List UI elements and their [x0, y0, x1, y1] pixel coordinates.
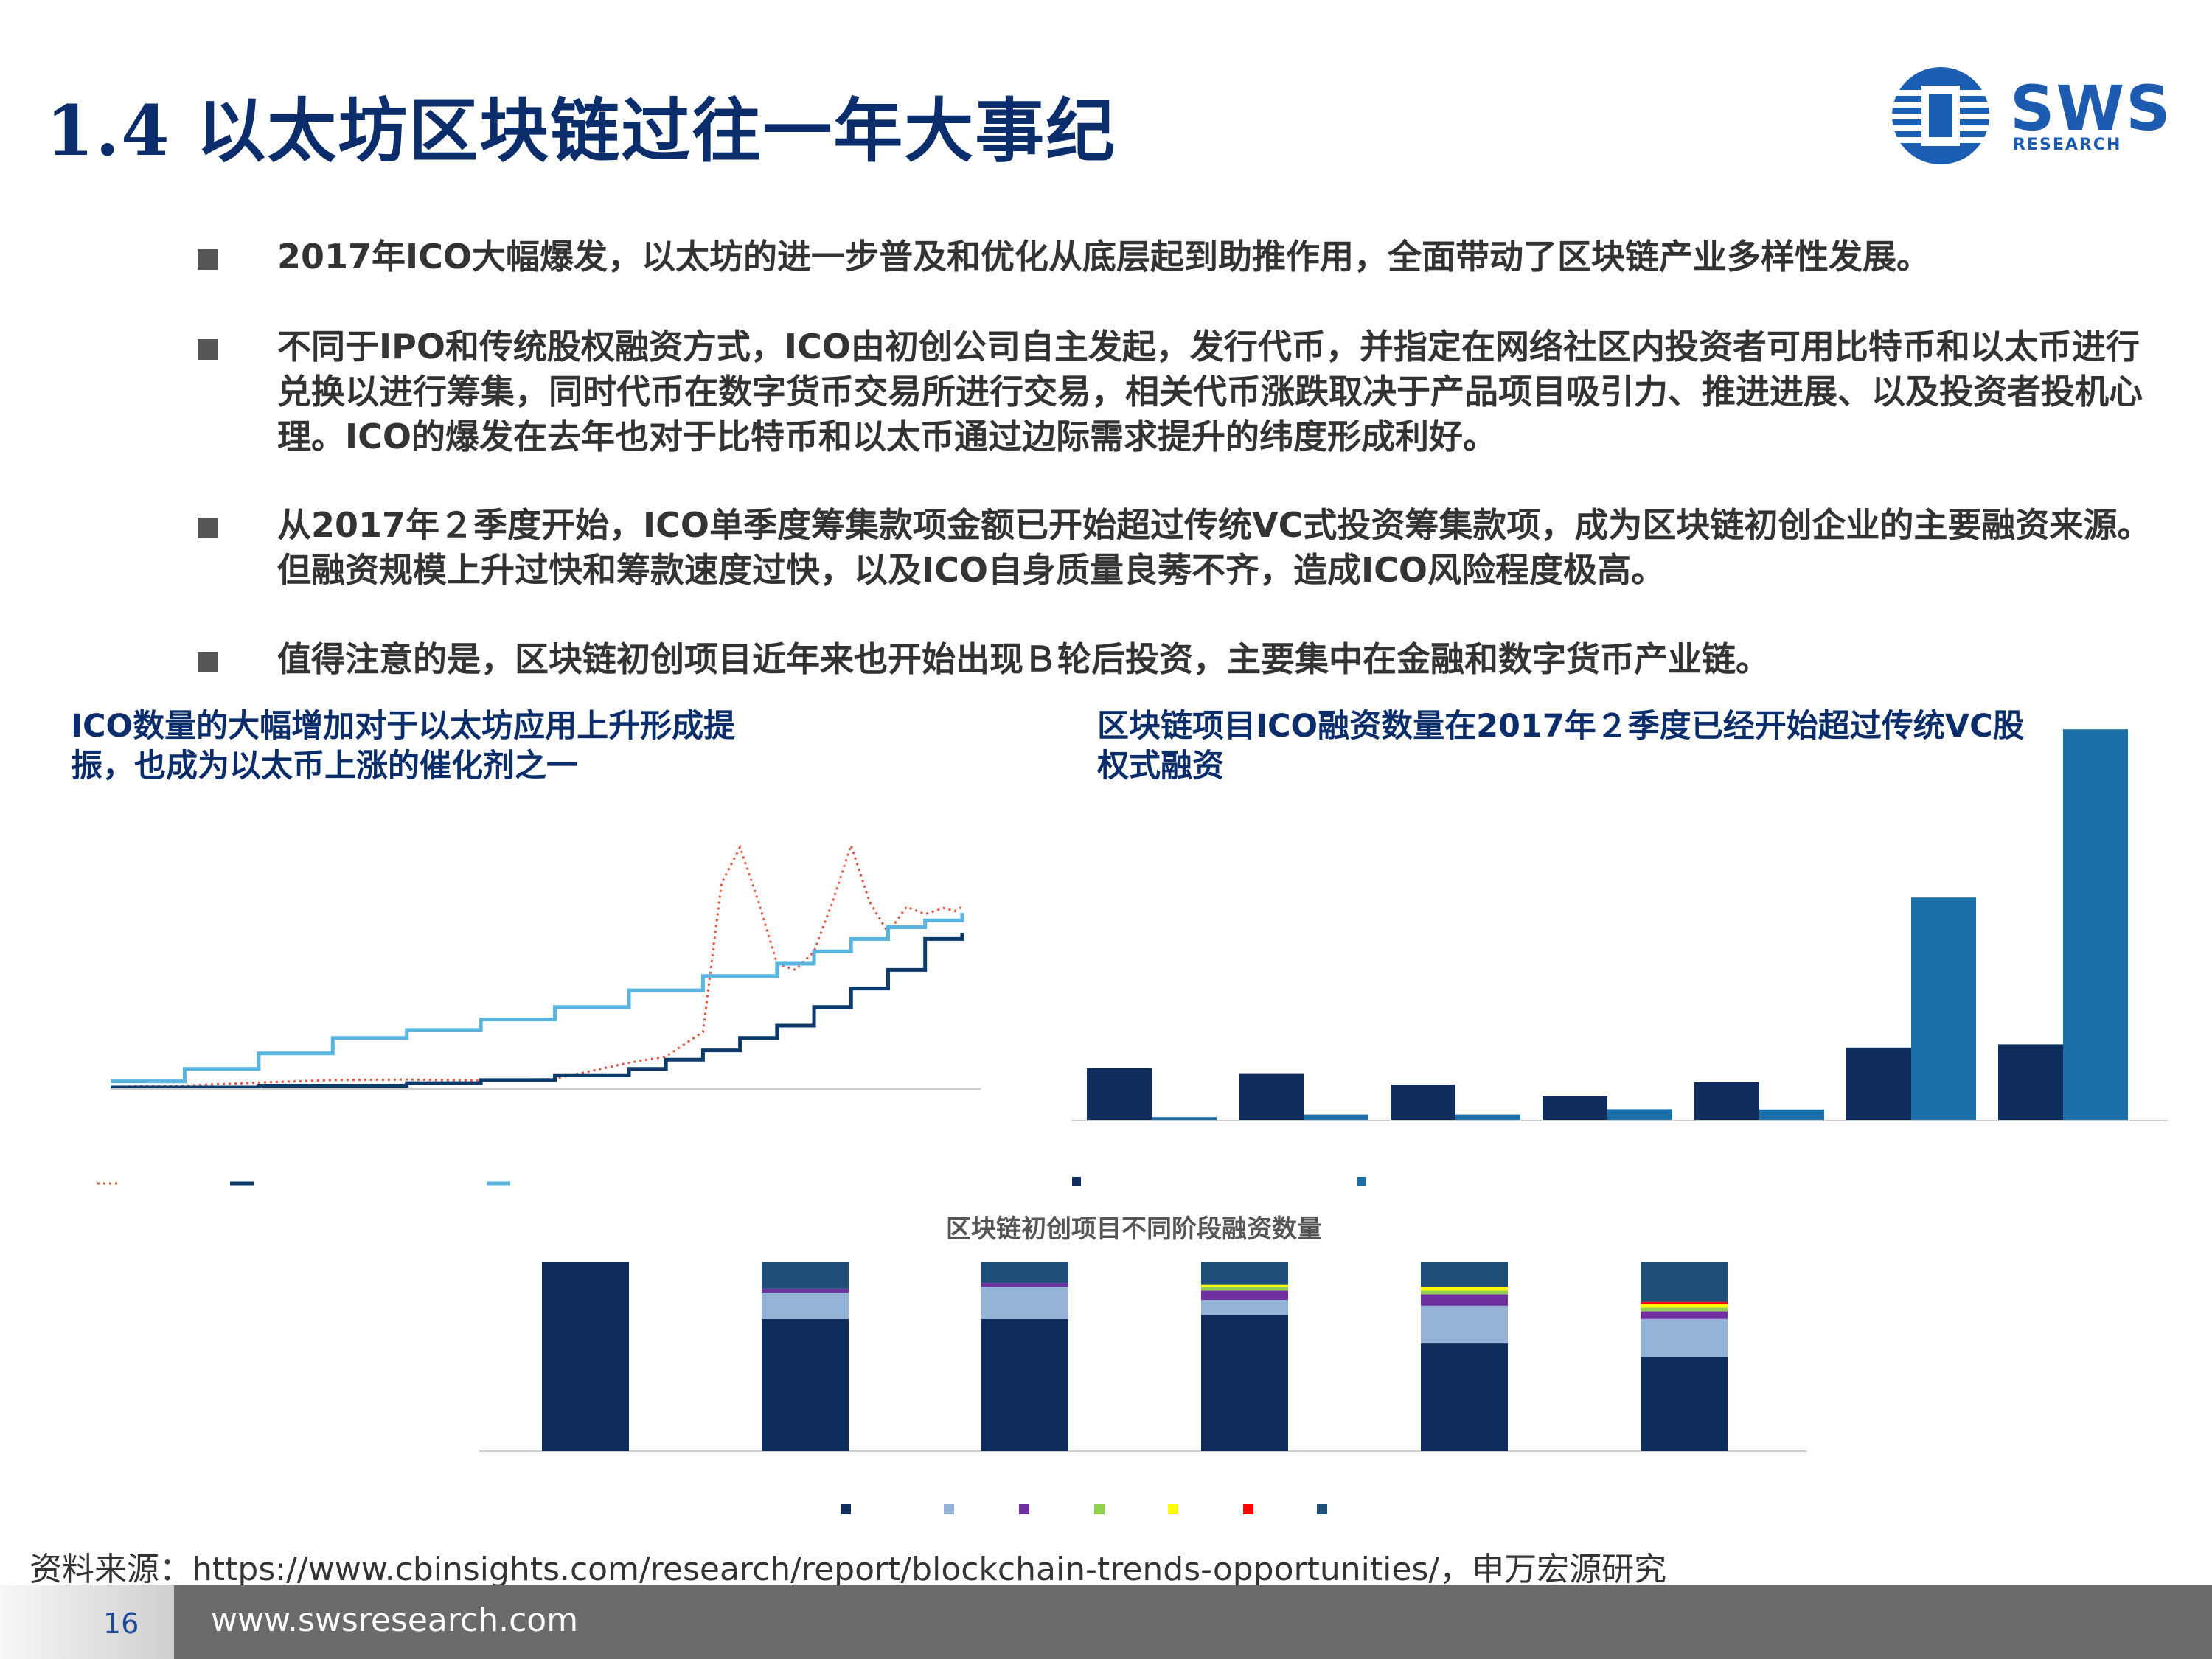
footer-page-box — [0, 1585, 174, 1659]
bar-equity — [1543, 1096, 1607, 1121]
stacked-legend-swatch — [1317, 1504, 1327, 1514]
stacked-legend-swatch — [944, 1504, 954, 1514]
stacked-segment-2 — [1641, 1311, 1728, 1319]
bullet-1: 2017年ICO大幅爆发，以太坊的进一步普及和优化从底层起到助推作用，全面带动了… — [198, 234, 2159, 286]
stacked-segment-1 — [762, 1292, 849, 1319]
source-note: 资料来源：https://www.cbinsights.com/research… — [29, 1551, 1667, 1588]
stacked-segment-4 — [1421, 1287, 1508, 1291]
stacked-segment-4 — [1201, 1284, 1288, 1287]
stacked-segment-0 — [1641, 1357, 1728, 1451]
stacked-segment-1 — [1421, 1305, 1508, 1344]
bullet-3: 从2017年２季度开始，ICO单季度筹集款项金额已开始超过传统VC式投资筹集款项… — [198, 503, 2159, 599]
stacked-segment-1 — [981, 1287, 1068, 1319]
stacked-legend-swatch — [1094, 1504, 1105, 1514]
stacked-segment-6 — [1201, 1262, 1288, 1285]
line-chart-title: ICO数量的大幅增加对于以太坊应用上升形成提振，也成为以太币上涨的催化剂之一 — [71, 708, 736, 785]
stacked-segment-5 — [1641, 1301, 1728, 1304]
bar-ico — [1607, 1109, 1672, 1121]
stacked-segment-6 — [1421, 1262, 1508, 1287]
stacked-segment-2 — [1421, 1294, 1508, 1306]
bar-equity — [1846, 1047, 1911, 1121]
bar-ico — [1759, 1109, 1824, 1121]
bar-ico — [1152, 1117, 1217, 1121]
stacked-segment-6 — [981, 1262, 1068, 1284]
stacked-chart-title: 区块链初创项目不同阶段融资数量 — [946, 1214, 1322, 1244]
bullet-text: 值得注意的是，区块链初创项目近年来也开始出现Ｂ轮后投资，主要集中在金融和数字货币… — [277, 639, 1770, 679]
stacked-legend-swatch — [1168, 1504, 1178, 1514]
stacked-legend-swatch — [1243, 1504, 1253, 1514]
bar-equity — [1998, 1044, 2063, 1121]
ico-chart-title: 区块链项目ICO融资数量在2017年２季度已经开始超过传统VC股权式融资 — [1097, 708, 2025, 785]
bar-ico — [1911, 897, 1976, 1121]
bullet-2: 不同于IPO和传统股权融资方式，ICO由初创公司自主发起，发行代币，并指定在网络… — [198, 324, 2159, 465]
stacked-segment-0 — [1421, 1343, 1508, 1451]
stacked-segment-3 — [1641, 1307, 1728, 1312]
line-series-3 — [111, 913, 964, 1084]
bar-ico — [1304, 1114, 1368, 1121]
bar-equity — [1391, 1085, 1455, 1121]
bar-ico — [1455, 1114, 1520, 1121]
stacked-segment-3 — [1201, 1287, 1288, 1291]
bullet-square-icon — [198, 249, 218, 270]
bullet-4: 值得注意的是，区块链初创项目近年来也开始出现Ｂ轮后投资，主要集中在金融和数字货币… — [198, 637, 2159, 689]
bar-equity — [1694, 1082, 1759, 1121]
bullet-square-icon — [198, 339, 218, 360]
footer-bar — [0, 1585, 2212, 1659]
stacked-segment-0 — [981, 1318, 1068, 1451]
funding-stage-stacked-chart: 区块链初创项目不同阶段融资数量 — [479, 1214, 1806, 1514]
bar-legend-swatch — [1357, 1177, 1366, 1186]
sws-logo — [1892, 67, 1989, 164]
stacked-segment-6 — [1641, 1262, 1728, 1302]
stacked-segment-2 — [981, 1283, 1068, 1287]
page-number: 16 — [103, 1607, 139, 1640]
bar-equity — [1087, 1068, 1152, 1121]
stacked-segment-6 — [762, 1262, 849, 1289]
bullet-text: 2017年ICO大幅爆发，以太坊的进一步普及和优化从底层起到助推作用，全面带动了… — [277, 237, 1931, 276]
stacked-segment-0 — [1201, 1315, 1288, 1451]
ico-vs-equity-bar-chart — [1072, 729, 2168, 1186]
page-title: 1.4 以太坊区块链过往一年大事纪 — [46, 91, 1117, 172]
stacked-segment-3 — [1421, 1290, 1508, 1295]
bar-ico — [2063, 729, 2128, 1121]
bullet-square-icon — [198, 518, 218, 538]
stacked-legend-swatch — [1019, 1504, 1029, 1514]
stacked-segment-1 — [1641, 1318, 1728, 1357]
stacked-legend-swatch — [841, 1504, 851, 1514]
stacked-segment-1 — [1201, 1300, 1288, 1315]
bullet-text: 从2017年２季度开始，ICO单季度筹集款项金额已开始超过传统VC式投资筹集款项… — [277, 505, 2152, 590]
stacked-segment-4 — [1641, 1304, 1728, 1308]
eth-ico-line-chart — [97, 841, 981, 1186]
logo-subtext: RESEARCH — [2013, 136, 2122, 154]
line-series-1 — [110, 841, 963, 1088]
bar-equity — [1239, 1073, 1304, 1121]
logo-text: SWS — [2010, 72, 2172, 145]
bullet-text: 不同于IPO和传统股权融资方式，ICO由初创公司自主发起，发行代币，并指定在网络… — [277, 327, 2143, 456]
stacked-segment-2 — [1201, 1290, 1288, 1301]
stacked-segment-0 — [762, 1318, 849, 1451]
footer-website-link[interactable]: www.swsresearch.com — [211, 1601, 579, 1639]
stacked-segment-0 — [542, 1262, 629, 1451]
stacked-segment-2 — [762, 1288, 849, 1293]
bar-legend-swatch — [1072, 1177, 1081, 1186]
bullet-square-icon — [198, 652, 218, 672]
line-series-2 — [111, 933, 964, 1090]
